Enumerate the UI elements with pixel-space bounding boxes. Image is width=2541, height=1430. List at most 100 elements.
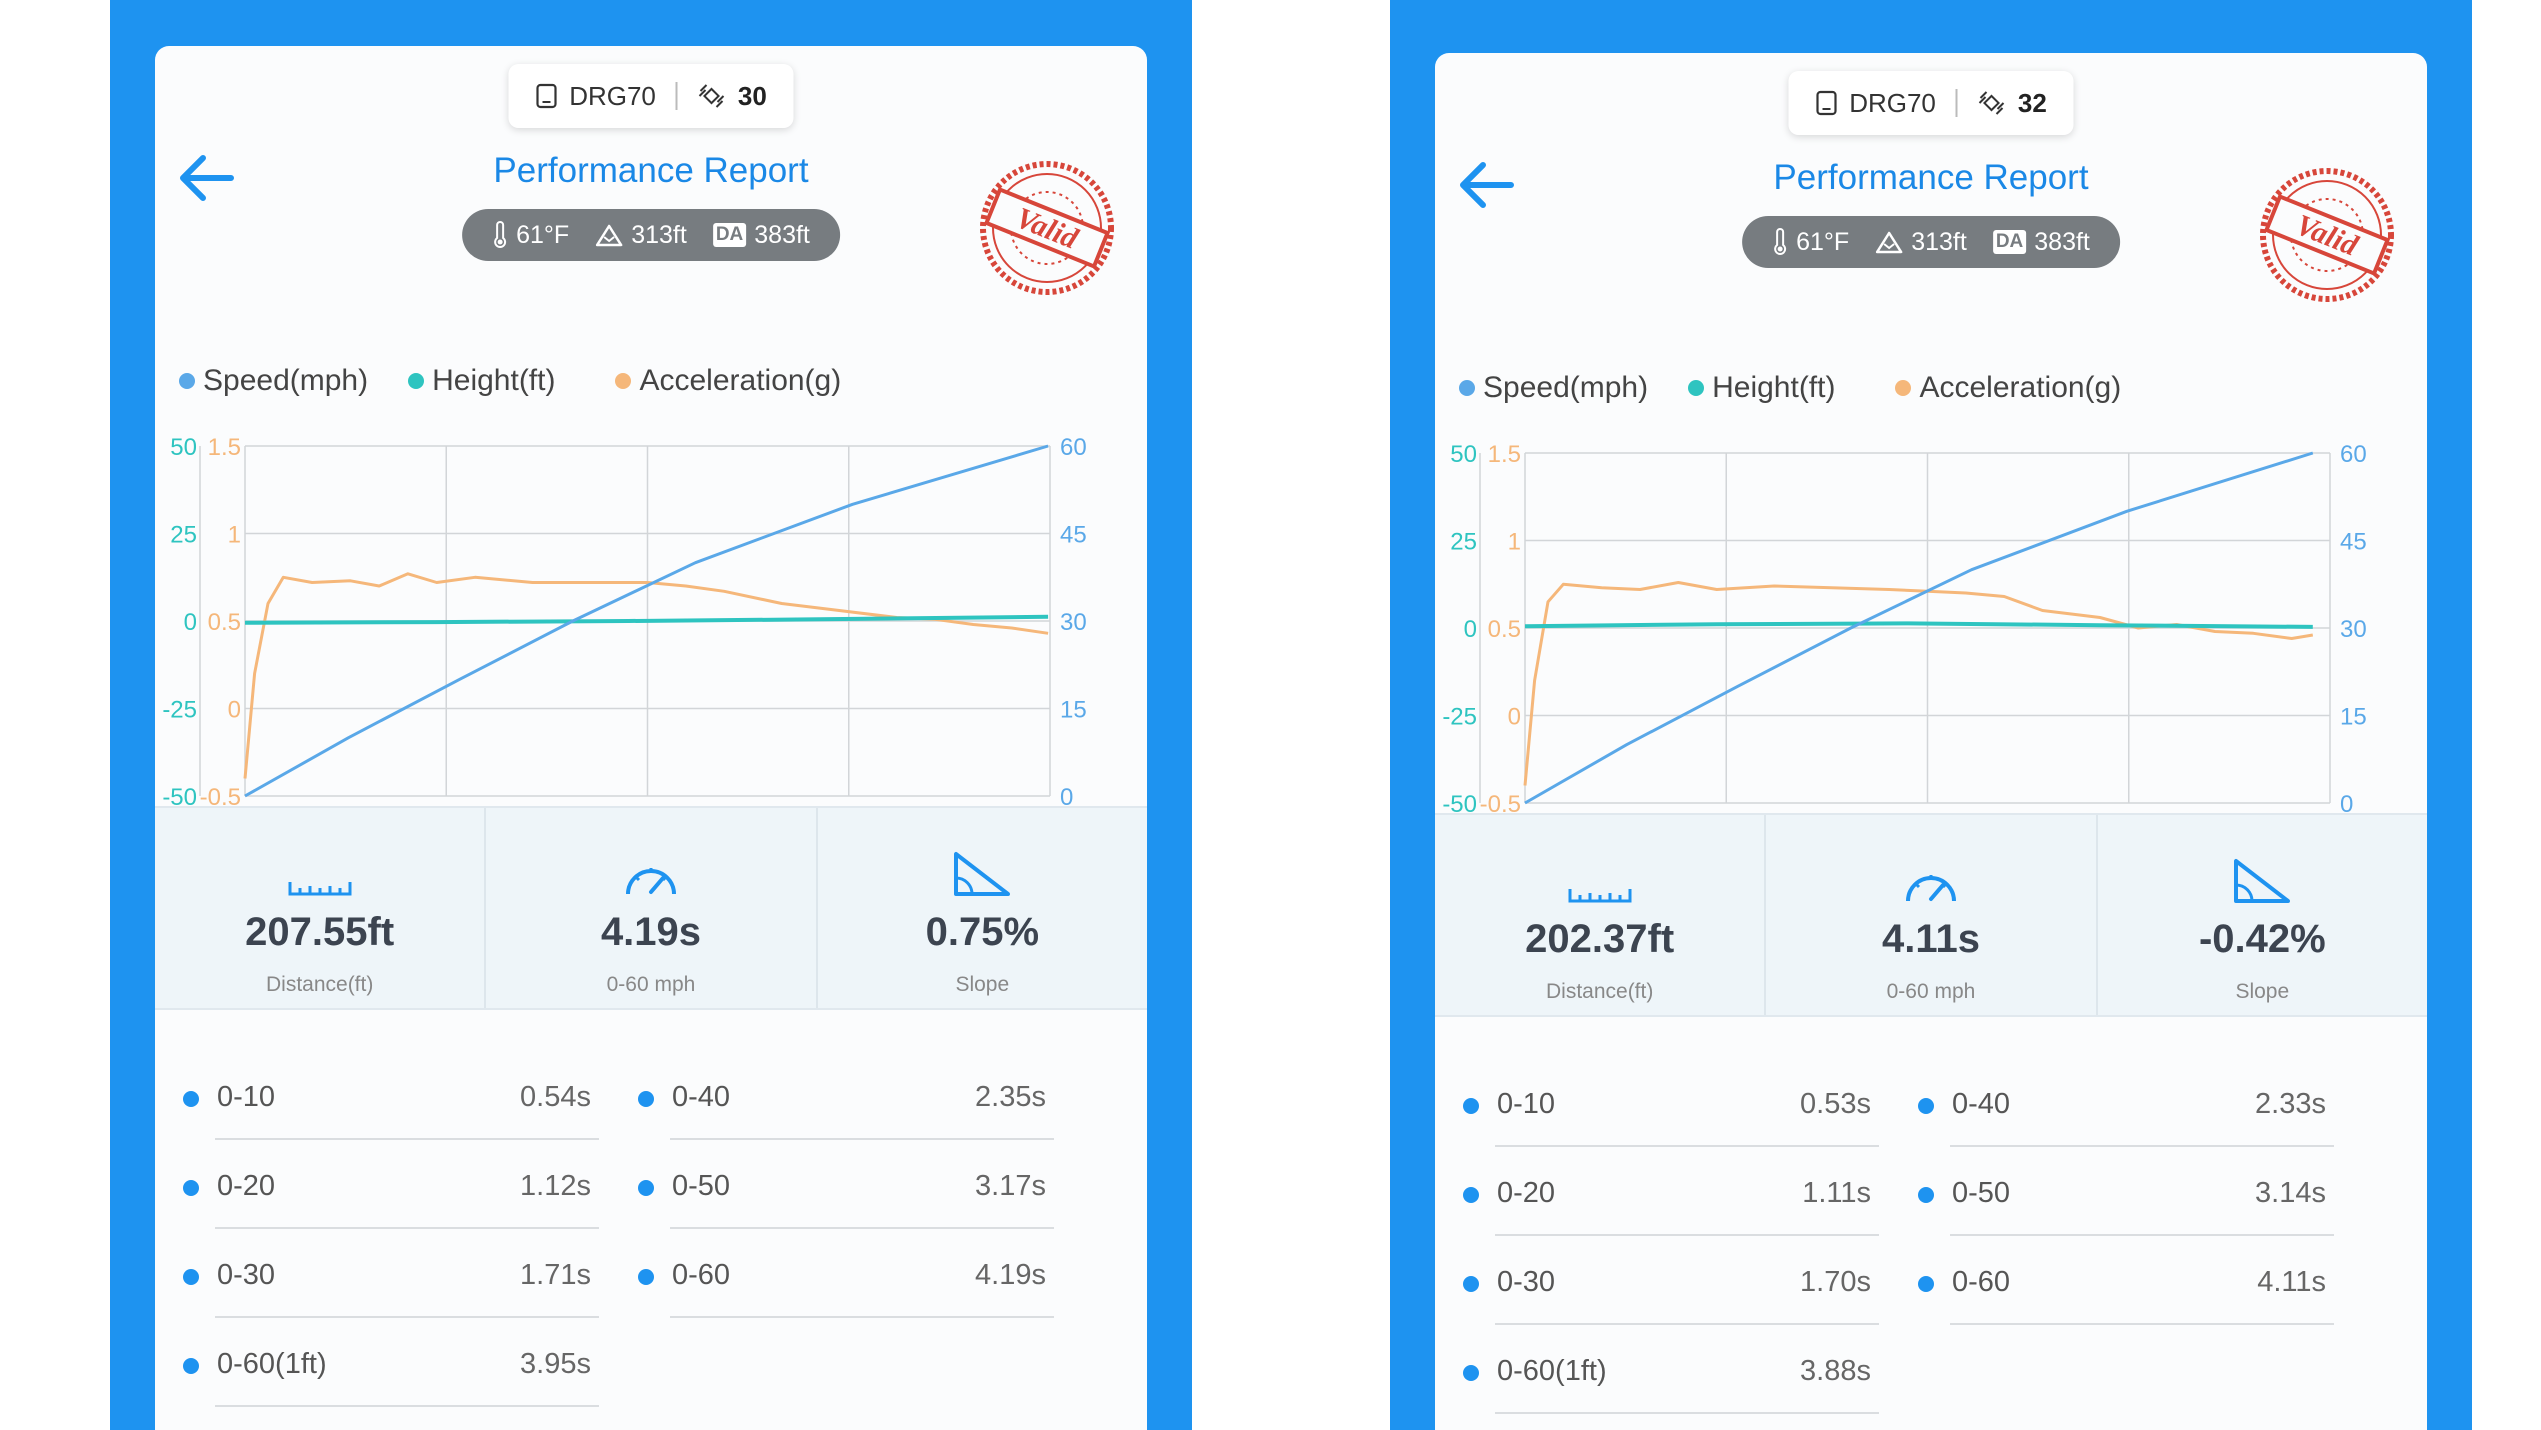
divider — [1955, 89, 1958, 117]
split-bullet-icon — [183, 1269, 199, 1285]
divider — [675, 82, 678, 110]
height-tick-label: 0 — [1464, 616, 1477, 643]
split-time: 4.11s — [2257, 1266, 2326, 1298]
legend-dot-speed — [1459, 380, 1475, 396]
split-time: 1.12s — [520, 1170, 591, 1202]
time-stat: 4.11s 0-60 mph — [1766, 815, 2098, 1015]
split-row: 0-40 2.35s — [610, 1051, 1054, 1140]
distance-value: 207.55ft — [245, 910, 395, 954]
split-label: 0-30 — [1497, 1266, 1556, 1298]
report-card: DRG70 30 Performance Report 61°F 313ft D… — [155, 46, 1147, 1430]
split-column-left: 0-10 0.53s 0-20 1.11s 0-30 1.70s 0-60(1ft) 3.88… — [1435, 1058, 1879, 1414]
slope-value: 0.75% — [925, 910, 1040, 954]
split-row: 0-50 3.17s — [610, 1140, 1054, 1229]
legend-dot-height — [408, 373, 425, 389]
split-row: 0-20 1.11s — [1435, 1147, 1879, 1236]
satellite-count: 32 — [2017, 87, 2047, 118]
split-column-right: 0-40 2.33s 0-50 3.14s 0-60 4.11s — [1890, 1058, 2334, 1325]
accel-tick-label: 0 — [1508, 704, 1521, 731]
accel-tick-label: 0.5 — [208, 609, 241, 636]
slope-icon — [2234, 859, 2291, 903]
speed-tick-label: 45 — [1060, 522, 1087, 549]
screenshot-panel-1: DRG70 30 Performance Report 61°F 313ft D… — [110, 0, 1192, 1430]
split-bullet-icon — [1463, 1098, 1479, 1114]
legend-label-height: Height(ft) — [1712, 371, 1836, 404]
split-label: 0-60 — [672, 1259, 731, 1291]
back-arrow-icon[interactable] — [173, 146, 237, 210]
temperature: 61°F — [1772, 228, 1849, 257]
split-divider — [670, 1227, 1054, 1229]
split-row: 0-60 4.19s — [610, 1229, 1054, 1318]
legend-label-acceleration: Acceleration(g) — [639, 364, 842, 397]
split-label: 0-50 — [1952, 1177, 2011, 1209]
accel-tick-label: 0.5 — [1488, 616, 1521, 643]
legend-speed[interactable]: Speed(mph) — [179, 364, 368, 398]
thermometer-icon — [494, 221, 507, 248]
stats-bar: 207.55ft Distance(ft) 4.19s 0-60 mph 0.7… — [155, 806, 1147, 1010]
series-line-speed — [244, 444, 1049, 798]
split-divider — [1950, 1323, 2334, 1325]
device-icon — [536, 83, 557, 109]
split-row: 0-50 3.14s — [1890, 1147, 2334, 1236]
density-altitude: DA 383ft — [712, 221, 810, 250]
legend-acceleration[interactable]: Acceleration(g) — [615, 364, 841, 398]
split-row: 0-30 1.71s — [155, 1229, 599, 1318]
legend-speed[interactable]: Speed(mph) — [1459, 371, 1648, 405]
conditions-pill: 61°F 313ft DA 383ft — [1742, 216, 2120, 268]
slope-label: Slope — [955, 973, 1010, 996]
device-status-pill[interactable]: DRG70 30 — [508, 64, 794, 128]
distance-stat: 207.55ft Distance(ft) — [155, 808, 487, 1008]
split-time: 3.17s — [975, 1170, 1046, 1202]
split-time: 3.88s — [1800, 1355, 1871, 1387]
altitude-value: 313ft — [631, 220, 687, 249]
density-altitude-value: 383ft — [2034, 227, 2090, 256]
split-bullet-icon — [1918, 1187, 1934, 1203]
density-altitude: DA 383ft — [1992, 227, 2090, 257]
ruler-icon — [288, 882, 352, 896]
temperature: 61°F — [492, 221, 569, 250]
speed-tick-label: 60 — [1060, 434, 1087, 461]
legend-label-speed: Speed(mph) — [1483, 371, 1649, 404]
split-bullet-icon — [1463, 1365, 1479, 1381]
mountain-icon — [595, 224, 623, 247]
time-label: 0-60 mph — [606, 973, 696, 996]
back-arrow-icon[interactable] — [1453, 153, 1517, 217]
series-line-accel — [1523, 581, 2314, 786]
split-divider — [1495, 1234, 1879, 1236]
legend-height[interactable]: Height(ft) — [1688, 371, 1835, 405]
split-row: 0-40 2.33s — [1890, 1058, 2334, 1147]
device-status-pill[interactable]: DRG70 32 — [1788, 71, 2074, 135]
ruler-icon — [1568, 889, 1632, 903]
split-label: 0-60(1ft) — [217, 1348, 327, 1380]
split-divider — [215, 1316, 599, 1318]
valid-stamp-icon: Valid — [2260, 168, 2394, 302]
split-divider — [1950, 1234, 2334, 1236]
performance-chart: 50 25 0 -25 -50 1.5 1 0.5 0 -0.5 60 45 30 15 0 — [1442, 441, 2366, 813]
slope-stat: 0.75% Slope — [818, 808, 1147, 1008]
legend-height[interactable]: Height(ft) — [408, 364, 555, 398]
legend-acceleration[interactable]: Acceleration(g) — [1895, 371, 2121, 405]
split-bullet-icon — [638, 1269, 654, 1285]
speed-tick-label: 0 — [1060, 784, 1073, 806]
accel-tick-label: -0.5 — [200, 784, 241, 806]
split-row: 0-60(1ft) 3.88s — [1435, 1325, 1879, 1414]
chart-legend: Speed(mph) Height(ft) Acceleration(g) — [179, 364, 841, 398]
height-tick-label: 25 — [170, 522, 197, 549]
split-column-right: 0-40 2.35s 0-50 3.17s 0-60 4.19s — [610, 1051, 1054, 1318]
split-time: 4.19s — [975, 1259, 1046, 1291]
series-line-height — [244, 614, 1049, 625]
slope-stat: -0.42% Slope — [2098, 815, 2427, 1015]
split-bullet-icon — [1463, 1276, 1479, 1292]
split-label: 0-40 — [1952, 1088, 2011, 1120]
speed-tick-label: 15 — [1060, 697, 1087, 724]
altitude-value: 313ft — [1911, 227, 1967, 256]
time-label: 0-60 mph — [1886, 980, 1976, 1003]
device-name: DRG70 — [569, 80, 656, 111]
split-bullet-icon — [638, 1091, 654, 1107]
accel-tick-label: 0 — [228, 697, 241, 724]
time-stat: 4.19s 0-60 mph — [486, 808, 818, 1008]
split-divider — [1495, 1145, 1879, 1147]
height-tick-label: 0 — [184, 609, 197, 636]
thermometer-icon — [1774, 228, 1787, 255]
distance-stat: 202.37ft Distance(ft) — [1435, 815, 1767, 1015]
